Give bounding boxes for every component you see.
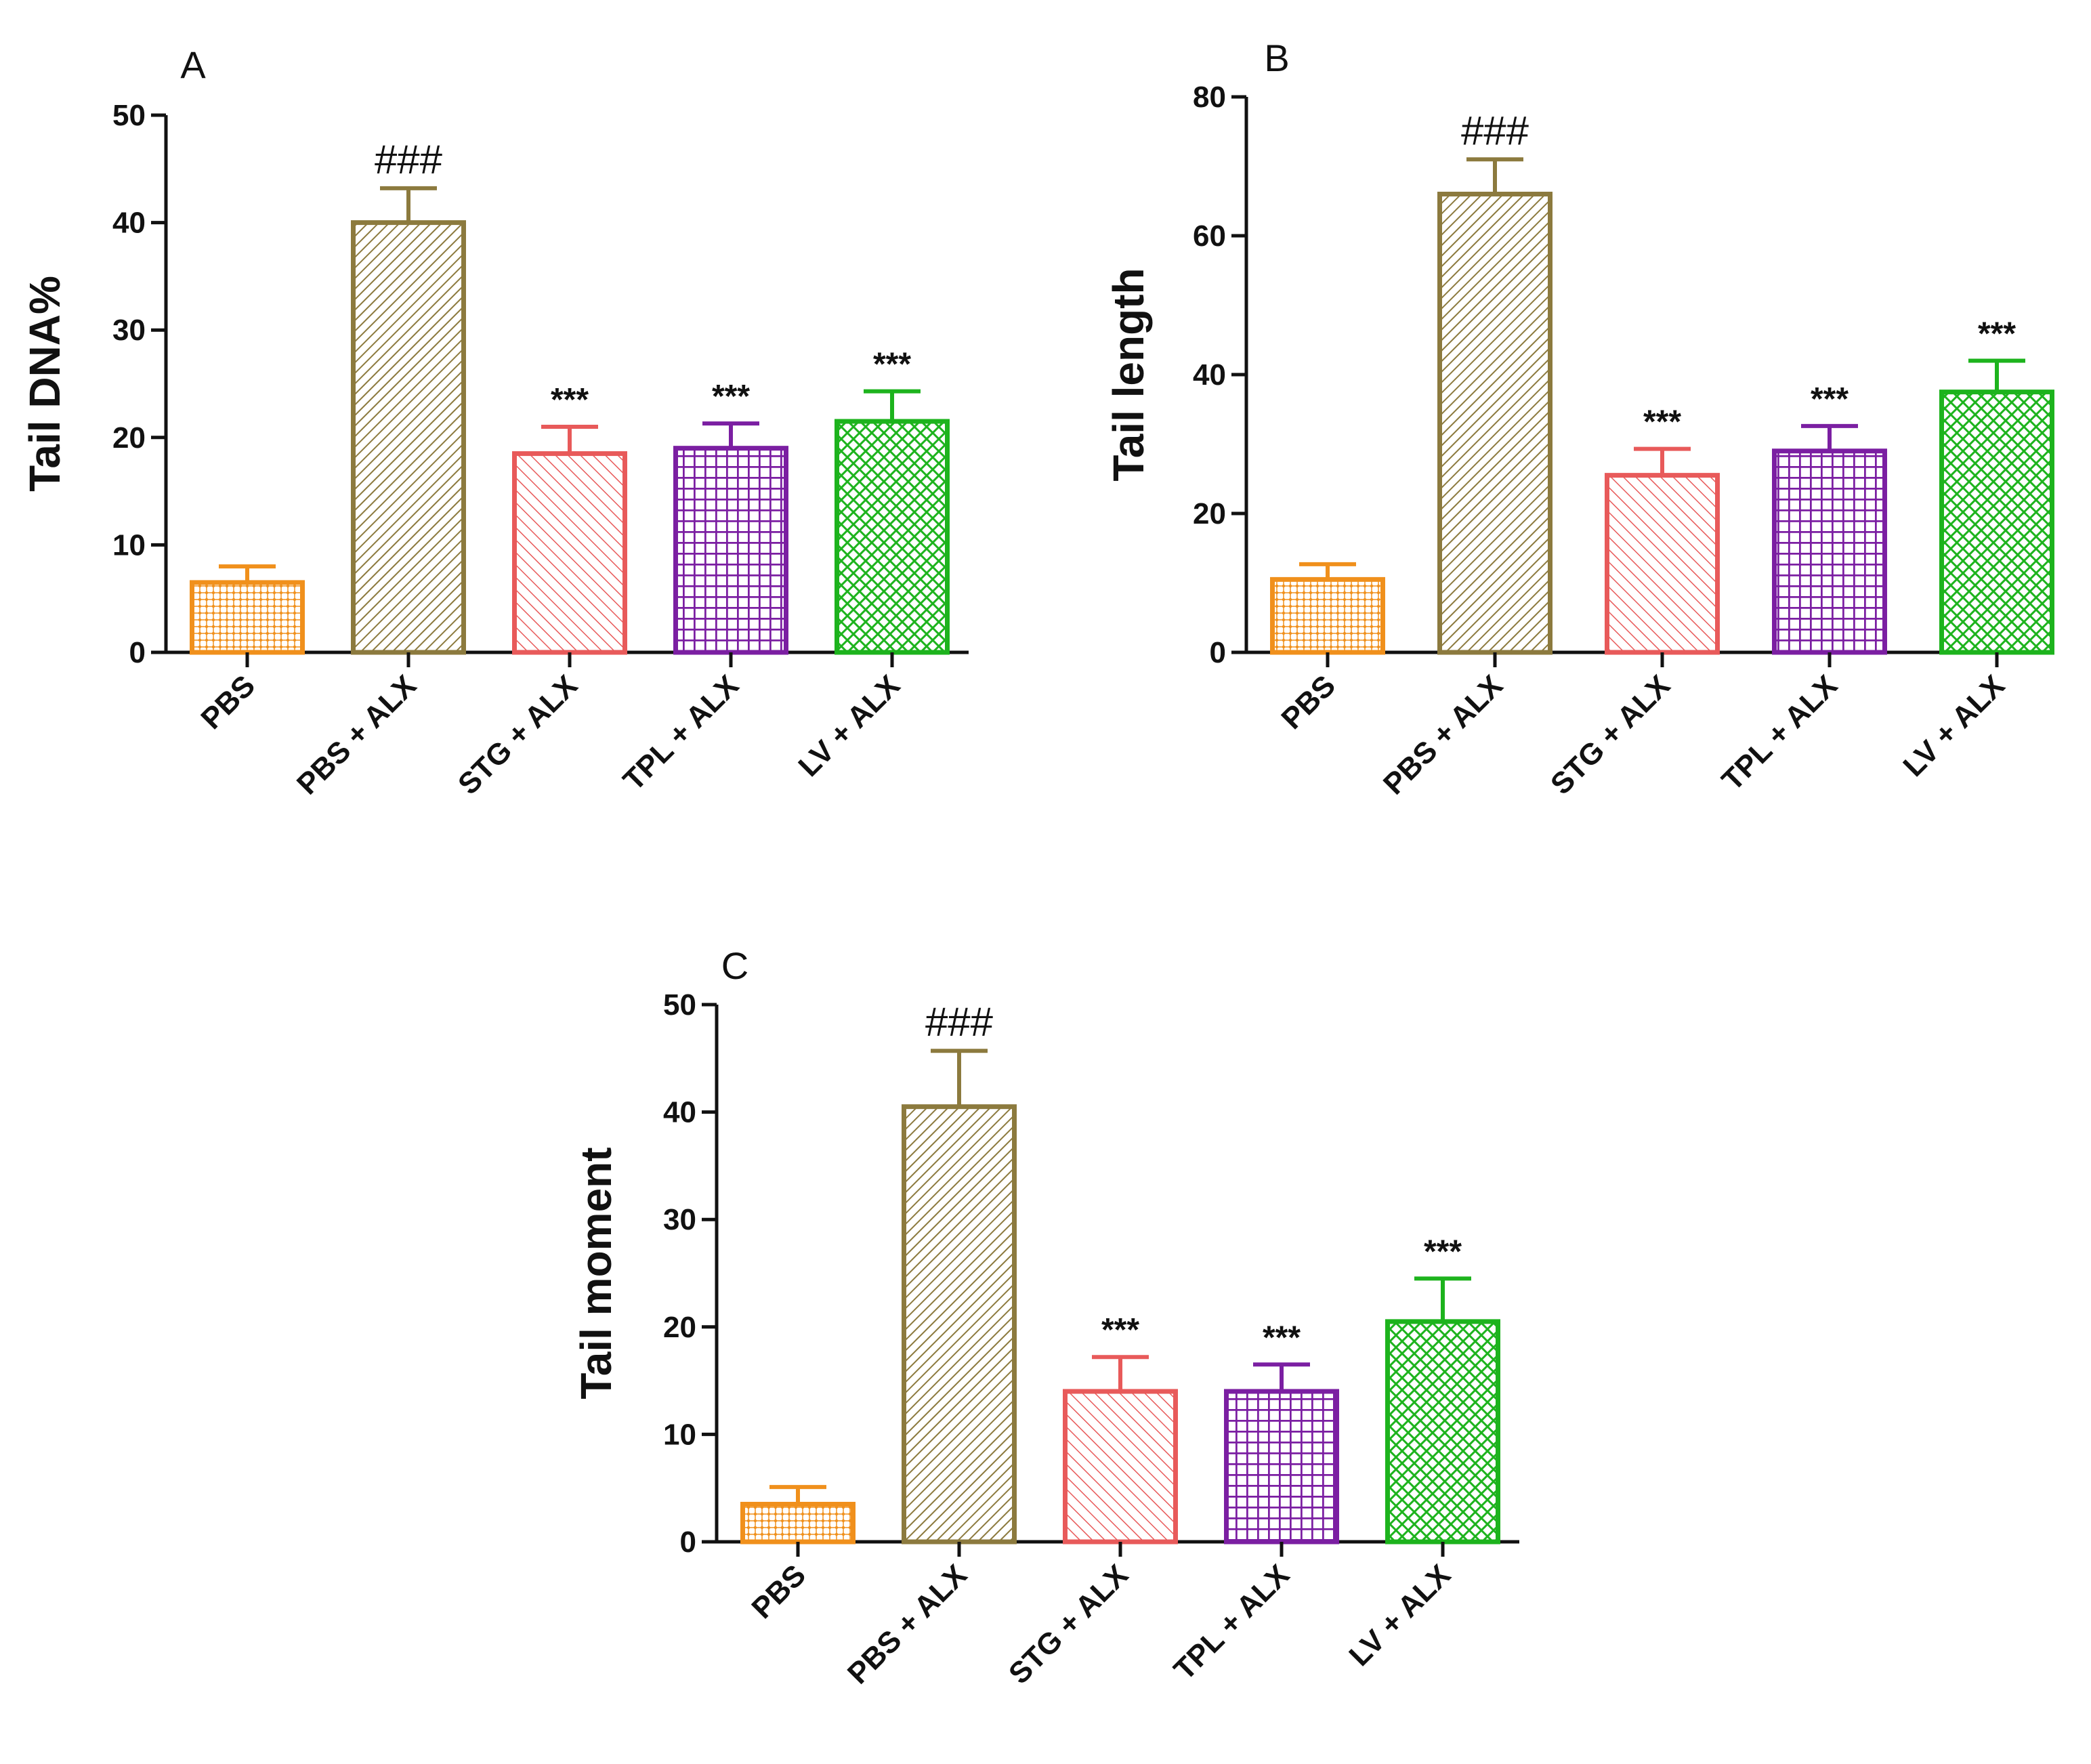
panel-c-category-label-pbs-alx: PBS + ALX xyxy=(841,1558,973,1690)
panel-a-category-label-pbs: PBS xyxy=(194,669,261,736)
panel-b-category-label-stg-alx: STG + ALX xyxy=(1544,669,1676,801)
panel-c-y-tick-label: 50 xyxy=(663,988,696,1022)
panel-c-y-tick-label: 40 xyxy=(663,1096,696,1129)
panel-b-significance-tpl-alx: *** xyxy=(1811,381,1849,417)
panel-c-y-tick-label: 30 xyxy=(663,1203,696,1236)
panel-c-y-tick-label: 0 xyxy=(680,1526,696,1559)
panel-c-significance-lv-alx: *** xyxy=(1424,1234,1462,1269)
panel-b-category-label-pbs: PBS xyxy=(1275,669,1342,736)
panel-a-significance-pbs-alx: ### xyxy=(375,137,443,182)
panel-a-y-tick-label: 0 xyxy=(129,636,146,669)
panel-c-y-tick-label: 20 xyxy=(663,1311,696,1344)
panel-b-letter: B xyxy=(1264,37,1289,79)
panel-b-bar-tpl-alx xyxy=(1772,448,1887,655)
panel-b-y-axis-label: Tail length xyxy=(1104,268,1153,481)
panel-a-bar-stg-alx xyxy=(512,451,627,655)
panel-b-category-label-lv-alx: LV + ALX xyxy=(1897,669,2011,783)
panel-a-y-tick-label: 30 xyxy=(112,314,146,347)
panel-b-significance-stg-alx: *** xyxy=(1643,404,1681,440)
panel-c-bar-pbs xyxy=(740,1501,856,1545)
panel-b-bar-pbs xyxy=(1270,576,1385,655)
panel-a-bar-lv-alx xyxy=(835,419,950,655)
panel-c-bar-pbs-alx xyxy=(902,1104,1017,1545)
panel-c-significance-stg-alx: *** xyxy=(1101,1312,1139,1348)
panel-b-category-label-pbs-alx: PBS + ALX xyxy=(1377,669,1509,801)
panel-b-y-tick-label: 20 xyxy=(1193,497,1226,530)
panel-b-y-tick-label: 80 xyxy=(1193,81,1226,114)
panel-b-tail-length-chart: B Tail length 0 20 40 60 80 PBS PBS + ALX ### STG … xyxy=(1104,37,2054,801)
panel-a-y-tick-label: 50 xyxy=(112,99,146,132)
panel-c-category-label-lv-alx: LV + ALX xyxy=(1343,1558,1457,1673)
panel-b-y-tick-label: 0 xyxy=(1210,636,1226,669)
panel-a-y-tick-label: 20 xyxy=(112,421,146,455)
panel-b-significance-lv-alx: *** xyxy=(1978,316,2016,352)
panel-b-category-label-tpl-alx: TPL + ALX xyxy=(1716,669,1844,797)
panel-b-bar-stg-alx xyxy=(1605,473,1720,655)
panel-c-y-axis-label: Tail moment xyxy=(572,1147,620,1399)
panel-a-category-label-tpl-alx: TPL + ALX xyxy=(617,669,745,797)
panel-a-category-label-lv-alx: LV + ALX xyxy=(792,669,906,783)
panel-c-letter: C xyxy=(721,944,748,987)
panel-c-significance-tpl-alx: *** xyxy=(1263,1320,1301,1356)
panel-a-y-axis-label: Tail DNA% xyxy=(20,276,69,492)
panel-a-bar-pbs-alx xyxy=(351,220,466,655)
panel-b-y-tick-label: 60 xyxy=(1193,219,1226,253)
panel-a-bar-pbs xyxy=(190,580,305,655)
panel-c-bar-lv-alx xyxy=(1385,1319,1500,1545)
panel-c-category-label-tpl-alx: TPL + ALX xyxy=(1168,1558,1296,1686)
panel-c-tail-moment-chart: C Tail moment 0 10 20 30 40 50 PBS PBS + ALX ### ST… xyxy=(572,944,1519,1691)
panel-a-tail-dna-chart: A Tail DNA% 0 10 20 30 40 50 PBS PBS + ALX ### STG … xyxy=(20,43,969,801)
panel-a-category-label-pbs-alx: PBS + ALX xyxy=(291,669,423,801)
panel-a-y-tick-label: 40 xyxy=(112,207,146,240)
panel-b-bar-pbs-alx xyxy=(1437,192,1553,655)
panel-c-significance-pbs-alx: ### xyxy=(925,999,994,1045)
panel-a-significance-tpl-alx: *** xyxy=(712,379,750,415)
panel-c-bar-tpl-alx xyxy=(1224,1389,1339,1545)
panel-a-category-label-stg-alx: STG + ALX xyxy=(452,669,584,801)
panel-b-y-tick-label: 40 xyxy=(1193,358,1226,392)
panel-c-bar-stg-alx xyxy=(1063,1389,1178,1545)
panel-c-category-label-pbs: PBS xyxy=(745,1558,812,1625)
panel-a-bar-tpl-alx xyxy=(673,446,788,655)
panel-a-letter: A xyxy=(180,43,206,86)
panel-a-significance-stg-alx: *** xyxy=(551,382,589,418)
panel-a-y-tick-label: 10 xyxy=(112,528,146,562)
panel-b-significance-pbs-alx: ### xyxy=(1461,108,1529,153)
panel-b-bar-lv-alx xyxy=(1939,390,2054,655)
panel-a-significance-lv-alx: *** xyxy=(873,347,911,383)
panel-c-category-label-stg-alx: STG + ALX xyxy=(1002,1558,1135,1690)
panel-c-y-tick-label: 10 xyxy=(663,1418,696,1451)
